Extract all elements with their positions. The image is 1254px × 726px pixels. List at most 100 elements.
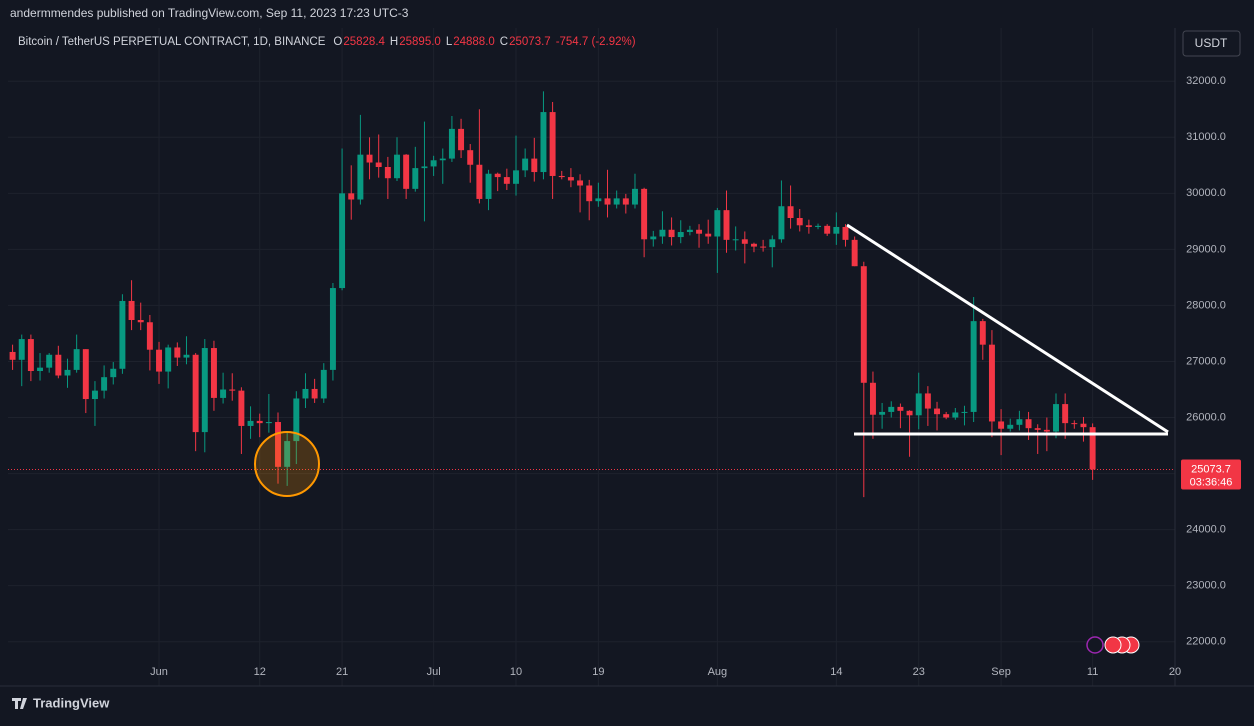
candle-body [741, 239, 748, 244]
candle-body [27, 339, 34, 372]
candle-body [37, 367, 44, 372]
candle-body [613, 198, 620, 205]
candle-body [961, 411, 968, 413]
candle-body [943, 414, 950, 418]
candle-body [201, 348, 208, 433]
candle-body [540, 112, 547, 173]
candle-body [146, 322, 153, 350]
candle-body [311, 388, 318, 399]
candle-body [302, 388, 309, 399]
candle-body [9, 351, 16, 360]
candle-body [952, 412, 959, 418]
candle-body [632, 188, 638, 205]
x-tick-label: Sep [991, 666, 1011, 678]
candle-body [192, 354, 199, 433]
candle-body [869, 382, 876, 415]
candle-body [357, 154, 364, 200]
candle-body [329, 288, 336, 370]
candle-body [384, 166, 391, 179]
candle-body [439, 158, 446, 161]
candle-body [1016, 419, 1023, 425]
candle-body [888, 406, 895, 412]
candle-body [220, 389, 227, 398]
candle-body [824, 225, 831, 234]
candle-body [906, 410, 913, 416]
event-icon[interactable] [1086, 636, 1104, 654]
candle-body [348, 193, 355, 200]
x-tick-label: 23 [913, 666, 925, 678]
y-tick-label: 27000.0 [1186, 355, 1226, 367]
candle-body [421, 166, 428, 169]
candle-body [1025, 419, 1032, 429]
candle-body [769, 239, 776, 248]
candle-body [659, 229, 666, 237]
candle-body [394, 154, 400, 179]
candle-body [522, 158, 529, 171]
y-tick-label: 22000.0 [1186, 636, 1226, 648]
candle-body [503, 177, 510, 184]
legend-value: 25073.7 [509, 36, 551, 48]
event-icon[interactable] [1104, 636, 1122, 654]
candle-body [586, 185, 593, 202]
candle-body [91, 390, 98, 400]
x-tick-label: Jun [150, 666, 168, 678]
y-tick-label: 30000.0 [1186, 187, 1226, 199]
x-tick-label: Jul [427, 666, 441, 678]
x-tick-label: 19 [592, 666, 604, 678]
candle-body [860, 266, 867, 383]
candle-body [284, 441, 291, 467]
candle-body [110, 368, 117, 378]
drawings [254, 223, 1169, 497]
candle-body [1080, 423, 1087, 428]
candle-body [650, 236, 657, 240]
candle-body [760, 246, 767, 248]
candle-body [732, 239, 739, 241]
candle-body [924, 393, 931, 409]
candle-body [851, 239, 858, 267]
candle-body [1071, 423, 1078, 425]
legend-value: 24888.0 [453, 36, 495, 48]
currency[interactable]: USDT [1195, 36, 1228, 50]
candle-body [622, 198, 629, 205]
legend-change: -754.7 (-2.92%) [556, 36, 636, 48]
candle-body [183, 354, 190, 358]
candle-body [934, 408, 940, 415]
candle-body [970, 321, 977, 412]
candle-body [210, 348, 217, 398]
publisher: andermmendes published on TradingView.co… [10, 6, 409, 20]
candle-body [73, 349, 80, 370]
candle-body [705, 233, 712, 237]
candle-body [320, 369, 327, 399]
candle-body [549, 112, 556, 176]
legend-value: 25895.0 [399, 36, 441, 48]
candle-body [165, 347, 172, 372]
candle-body [1089, 427, 1096, 470]
candle-body [1062, 404, 1069, 424]
candle-body [714, 210, 721, 237]
last-price-box [1181, 459, 1241, 490]
x-tick-label: 11 [1087, 666, 1098, 678]
x-tick-label: 14 [830, 666, 842, 678]
legend-value: 25828.4 [343, 36, 385, 48]
candle-body [723, 210, 730, 240]
candle-body [1034, 428, 1041, 430]
candle-body [796, 218, 803, 226]
currency-box[interactable] [1182, 30, 1241, 57]
candle-body [46, 354, 53, 368]
countdown: 03:36:46 [1190, 476, 1233, 488]
symbol-title: Bitcoin / TetherUS PERPETUAL CONTRACT, 1… [18, 36, 326, 48]
candle-body [403, 154, 410, 189]
candle-body [229, 389, 236, 391]
candle-body [677, 232, 684, 238]
candle-body [174, 347, 181, 358]
highlight-circle [254, 431, 320, 497]
candle-body [156, 349, 162, 372]
candle-body [18, 339, 25, 360]
x-tick-label: 10 [510, 666, 522, 678]
x-tick-label: 12 [254, 666, 266, 678]
candle-body [998, 421, 1005, 429]
candle-body [686, 229, 693, 233]
